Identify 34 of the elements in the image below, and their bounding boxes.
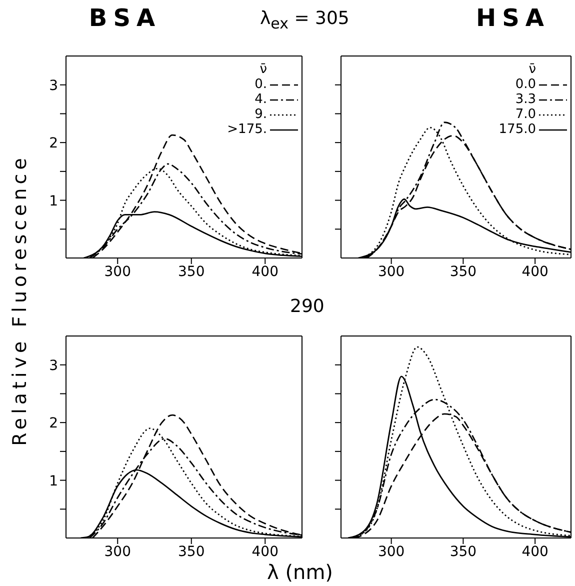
chart-title: BSA: [88, 4, 162, 32]
legend-label: 3.3: [515, 92, 536, 107]
chart-title: HSA: [475, 4, 551, 32]
legend-label: 175.0: [498, 122, 536, 137]
legend-title: ν̄: [528, 62, 537, 77]
legend-label: 7.0: [515, 107, 536, 122]
x-tick-label: 350: [178, 264, 205, 280]
x-tick-label: 300: [378, 264, 405, 280]
text: 290: [290, 296, 324, 317]
y-axis-title: Relative Fluorescence: [9, 154, 31, 446]
x-tick-label: 400: [522, 544, 548, 560]
x-tick-label: 400: [252, 544, 278, 560]
y-tick-label: 3: [49, 78, 58, 94]
x-tick-label: 400: [252, 264, 278, 280]
x-tick-label: 350: [450, 544, 477, 560]
legend-title: ν̄: [258, 62, 268, 77]
legend-label: 0.0: [515, 77, 536, 92]
y-tick-label: 1: [49, 193, 58, 210]
legend-label: 4.: [254, 92, 267, 107]
legend-label: >175.: [227, 122, 267, 137]
x-tick-label: 300: [104, 264, 131, 280]
y-tick-label: 2: [49, 136, 58, 152]
x-tick-label: 300: [104, 544, 131, 560]
x-axis-title: λ (nm): [267, 560, 333, 584]
legend-label: 0.: [254, 77, 267, 92]
y-tick-label: 1: [49, 473, 58, 490]
legend-label: 9.: [254, 107, 267, 122]
x-tick-label: 350: [450, 264, 477, 280]
text: λ$_{ex}$ = 305: [260, 8, 350, 33]
y-tick-label: 2: [49, 416, 58, 432]
x-tick-label: 300: [378, 544, 405, 560]
x-tick-label: 350: [178, 544, 205, 560]
y-tick-label: 3: [49, 358, 58, 374]
x-tick-label: 400: [522, 264, 548, 280]
